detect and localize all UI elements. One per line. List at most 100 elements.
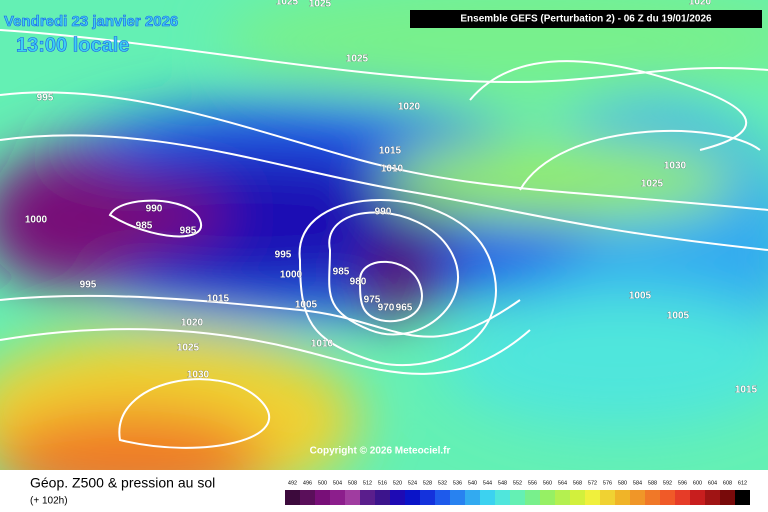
scale-label: 604: [708, 480, 717, 486]
color-cell: [390, 490, 405, 505]
color-cell: [480, 490, 495, 505]
isobar-label: 990: [146, 204, 163, 215]
color-cell: [735, 490, 750, 505]
color-cell: [300, 490, 315, 505]
color-cell: [675, 490, 690, 505]
scale-label: 568: [573, 480, 582, 486]
isobar-label: 975: [364, 295, 381, 306]
color-cell: [315, 490, 330, 505]
scale-label: 552: [513, 480, 522, 486]
isobar-label: 980: [350, 277, 367, 288]
isobar-label: 970: [378, 303, 395, 314]
color-cell: [330, 490, 345, 505]
scale-label: 536: [453, 480, 462, 486]
isobar-label: 1020: [398, 102, 421, 113]
isobar-label: 1015: [735, 385, 758, 396]
color-cell: [450, 490, 465, 505]
color-cell: [360, 490, 375, 505]
isobar-label: 985: [136, 221, 153, 232]
isobar-label: 995: [80, 280, 97, 291]
scale-label: 544: [483, 480, 492, 486]
color-cell: [600, 490, 615, 505]
scale-label: 588: [648, 480, 657, 486]
isobar-label: 985: [333, 267, 350, 278]
color-cell: [615, 490, 630, 505]
color-cell: [405, 490, 420, 505]
scale-label: 496: [303, 480, 312, 486]
scale-label: 608: [723, 480, 732, 486]
isobar-label: 1005: [667, 311, 690, 322]
scale-label: 584: [633, 480, 642, 486]
isobar-label: 995: [275, 250, 292, 261]
scale-label: 560: [543, 480, 552, 486]
scale-label: 576: [603, 480, 612, 486]
isobar-label: 965: [396, 303, 413, 314]
color-cell: [285, 490, 300, 505]
scale-label: 572: [588, 480, 597, 486]
color-cell: [465, 490, 480, 505]
scale-label: 528: [423, 480, 432, 486]
isobar-label: 990: [375, 207, 392, 218]
color-cell: [690, 490, 705, 505]
isobar-label: 1020: [689, 0, 712, 8]
isobar-label: 1005: [629, 291, 652, 302]
isobar-label: 1010: [381, 164, 404, 175]
isobar-label: 1015: [379, 146, 402, 157]
lead-time: (+ 102h): [30, 496, 68, 507]
isobar-label: 1010: [311, 339, 334, 350]
isobar-label: 1030: [187, 370, 210, 381]
scale-label: 592: [663, 480, 672, 486]
legend-title: Géop. Z500 & pression au sol: [30, 475, 215, 491]
copyright: Copyright © 2026 Meteociel.fr: [310, 446, 451, 457]
color-cell: [375, 490, 390, 505]
isobar-label: 1025: [276, 0, 299, 8]
scale-label: 512: [363, 480, 372, 486]
color-cell: [585, 490, 600, 505]
forecast-date: Vendredi 23 janvier 2026: [4, 13, 178, 30]
scale-label: 520: [393, 480, 402, 486]
forecast-time: 13:00 locale: [16, 34, 129, 56]
color-cell: [630, 490, 645, 505]
scale-label: 516: [378, 480, 387, 486]
scale-label: 548: [498, 480, 507, 486]
scale-label: 564: [558, 480, 567, 486]
header-box: [410, 10, 762, 28]
isobar-label: 1025: [177, 343, 200, 354]
color-cell: [495, 490, 510, 505]
scale-label: 500: [318, 480, 327, 486]
scale-label: 524: [408, 480, 417, 486]
color-cell: [570, 490, 585, 505]
model-run: Ensemble GEFS (Perturbation 2) - 06 Z du…: [460, 14, 712, 25]
color-cell: [645, 490, 660, 505]
color-cell: [525, 490, 540, 505]
color-cell: [555, 490, 570, 505]
isobar-label: 1025: [309, 0, 332, 10]
color-cell: [345, 490, 360, 505]
isobar-label: 1015: [207, 294, 230, 305]
isobar-label: 1020: [181, 318, 204, 329]
scale-label: 612: [738, 480, 747, 486]
color-cell: [720, 490, 735, 505]
isobar-label: 1000: [25, 215, 48, 226]
isobar-label: 1025: [641, 179, 664, 190]
scale-label: 596: [678, 480, 687, 486]
color-cell: [540, 490, 555, 505]
scale-label: 532: [438, 480, 447, 486]
color-cell: [705, 490, 720, 505]
isobar-label: 1030: [664, 161, 687, 172]
scale-label: 600: [693, 480, 702, 486]
scale-label: 580: [618, 480, 627, 486]
isobar-label: 1025: [346, 54, 369, 65]
isobars: [0, 29, 768, 449]
color-cell: [435, 490, 450, 505]
scale-label: 492: [288, 480, 297, 486]
isobar-label: 995: [37, 93, 54, 104]
scale-label: 540: [468, 480, 477, 486]
scale-label: 504: [333, 480, 342, 486]
isobar-label: 985: [180, 226, 197, 237]
scale-label: 508: [348, 480, 357, 486]
color-cell: [510, 490, 525, 505]
isobar-label: 1005: [295, 300, 318, 311]
